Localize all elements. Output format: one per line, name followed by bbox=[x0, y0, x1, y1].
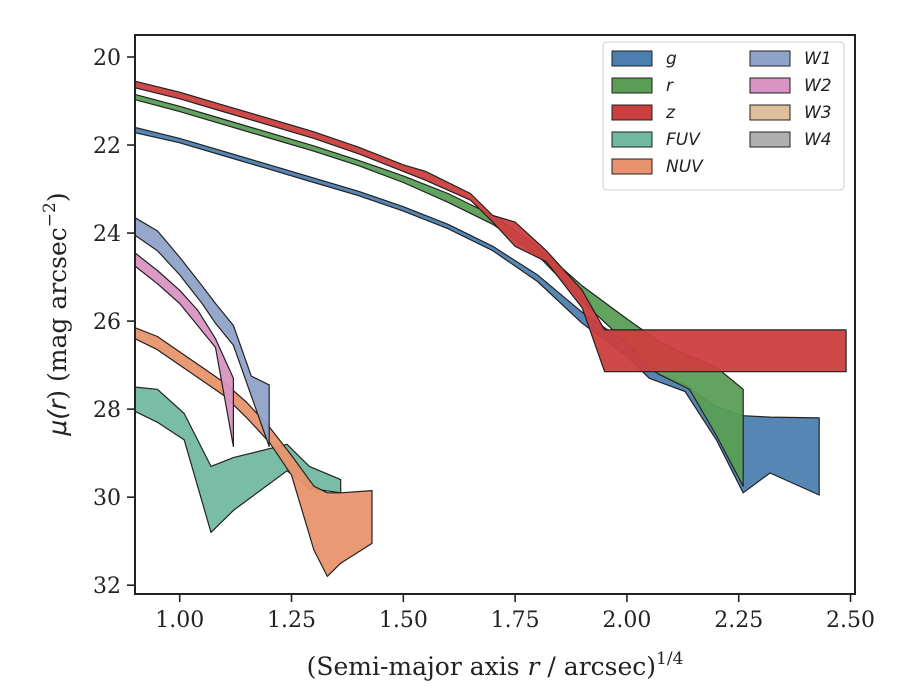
x-tick-label: 1.75 bbox=[491, 608, 540, 633]
legend-label-W2: W2 bbox=[804, 76, 832, 96]
band-W1 bbox=[134, 217, 270, 448]
x-tick-label: 1.25 bbox=[267, 608, 316, 633]
band-r bbox=[134, 93, 744, 487]
legend-swatch-W3 bbox=[749, 104, 791, 121]
legend-label-g: g bbox=[666, 49, 677, 69]
legend-swatch-W4 bbox=[749, 131, 791, 148]
bands-layer bbox=[134, 80, 847, 578]
x-tick-label: 2.50 bbox=[826, 608, 875, 633]
y-tick-label: 32 bbox=[93, 574, 121, 599]
legend-label-W1: W1 bbox=[804, 49, 832, 69]
y-axis: 20 22 24 26 28 30 32 bbox=[93, 46, 135, 599]
legend-swatch-FUV bbox=[611, 131, 653, 148]
legend-label-W3: W3 bbox=[804, 103, 832, 123]
legend-label-W4: W4 bbox=[804, 130, 832, 150]
y-tick-label: 24 bbox=[93, 222, 121, 247]
x-tick-label: 1.00 bbox=[155, 608, 204, 633]
x-axis-title: (Semi-major axis r / arcsec)1/4 bbox=[307, 649, 684, 681]
x-tick-label: 1.50 bbox=[379, 608, 428, 633]
legend-swatch-z bbox=[611, 104, 653, 121]
y-tick-label: 30 bbox=[93, 486, 121, 511]
y-tick-label: 26 bbox=[93, 310, 121, 335]
y-tick-label: 22 bbox=[93, 134, 121, 159]
legend: grz FUV NUV W1 W2 W3 W4 bbox=[602, 41, 845, 191]
legend-swatch-NUV bbox=[611, 158, 653, 175]
plot-frame bbox=[134, 34, 856, 595]
legend-label-r: r bbox=[666, 76, 674, 96]
band-W2 bbox=[134, 252, 234, 448]
y-tick-label: 28 bbox=[93, 398, 121, 423]
legend-swatch-W2 bbox=[749, 77, 791, 94]
x-tick-label: 2.25 bbox=[714, 608, 763, 633]
legend-label-NUV: NUV bbox=[666, 157, 704, 177]
x-tick-label: 2.00 bbox=[602, 608, 651, 633]
y-tick-label: 20 bbox=[93, 46, 121, 71]
x-axis: 1.00 1.25 1.50 1.75 2.00 2.25 2.50 bbox=[155, 594, 875, 633]
legend-swatch-W1 bbox=[749, 50, 791, 67]
y-axis-title: μ(r) (mag arcsec−2) bbox=[40, 192, 72, 436]
legend-swatch-r bbox=[611, 77, 653, 94]
legend-swatch-g bbox=[611, 50, 653, 67]
legend-label-z: z bbox=[665, 103, 676, 123]
band-z bbox=[134, 80, 847, 373]
legend-label-FUV: FUV bbox=[666, 130, 701, 150]
band-g bbox=[134, 126, 820, 496]
